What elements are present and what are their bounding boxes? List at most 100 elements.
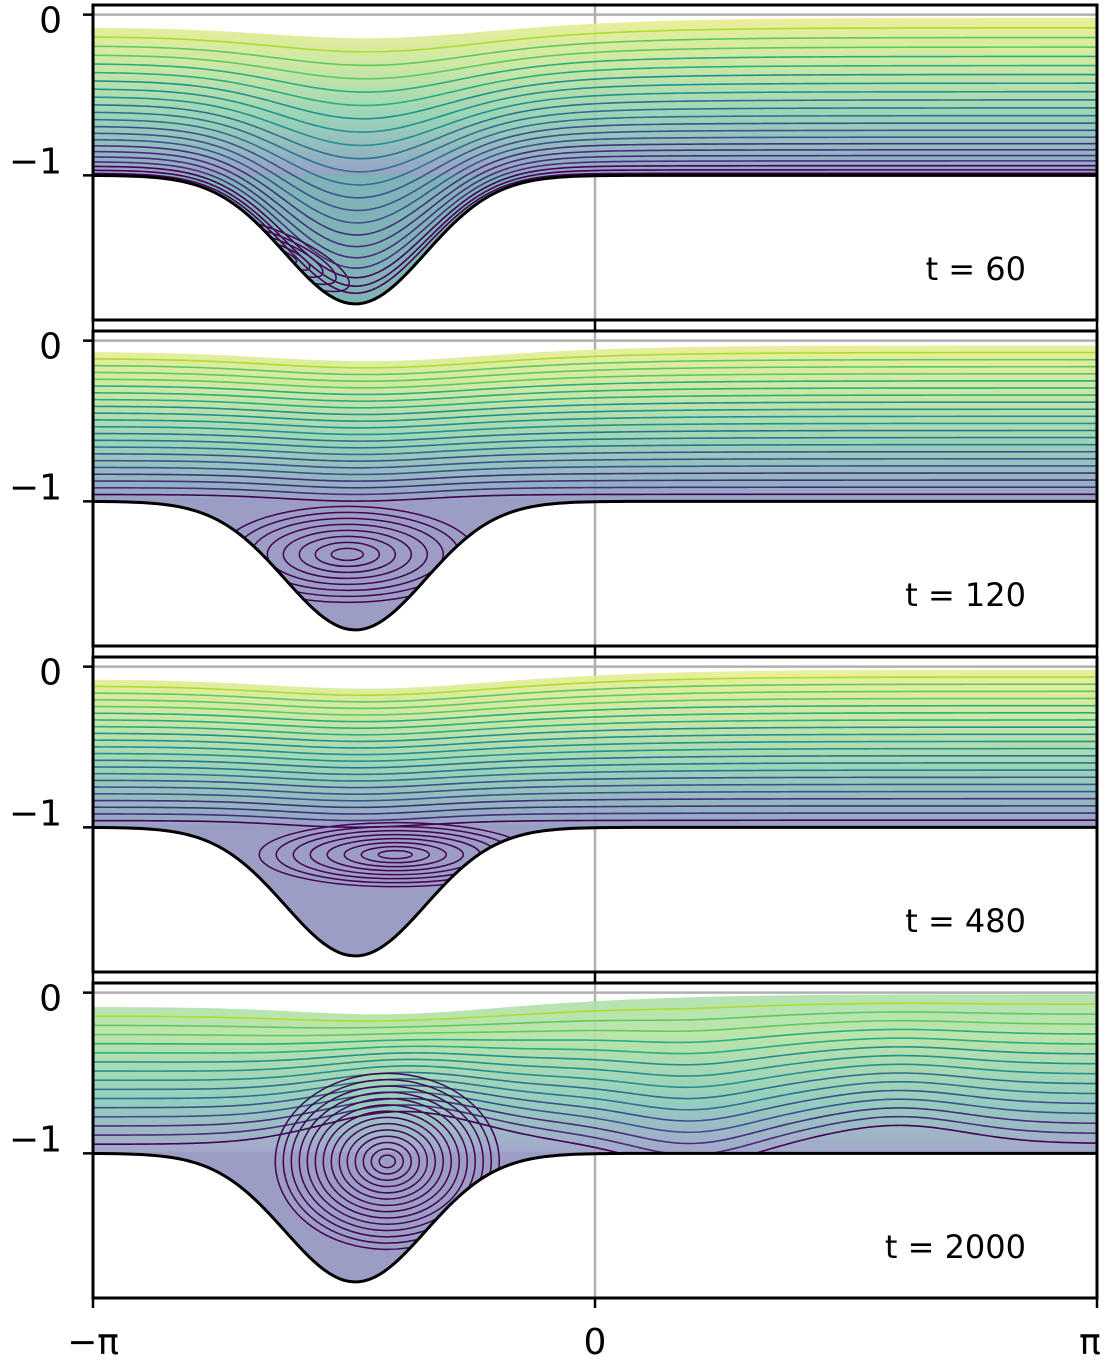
streamline: [93, 387, 1097, 402]
eddy-line: [343, 841, 448, 868]
streamline: [93, 769, 1097, 782]
y-tick-label: −1: [9, 793, 62, 834]
streamline: [93, 149, 1097, 248]
eddy-line: [330, 1116, 445, 1207]
y-tick-label: 0: [39, 979, 62, 1020]
streamline: [93, 55, 1097, 93]
bottom-boundary: [92, 825, 1097, 958]
streamline: [93, 27, 1097, 53]
bottom-boundary: [92, 1151, 1097, 1284]
streamline: [93, 1091, 1097, 1134]
streamline: [93, 754, 1097, 769]
streamline: [93, 712, 1097, 729]
streamline: [93, 408, 1097, 422]
streamline: [93, 472, 1097, 482]
streamline: [93, 486, 1097, 496]
streamline: [93, 1110, 1097, 1167]
eddy-line: [306, 1097, 469, 1225]
panel: 0 −1 t = 120: [9, 327, 1099, 656]
streamline: [93, 160, 1097, 269]
streamline: [93, 73, 1097, 120]
streamline: [93, 154, 1097, 259]
streamline: [93, 797, 1097, 809]
bottom-boundary: [92, 499, 1097, 632]
streamline: [93, 1046, 1097, 1066]
streamline: [93, 82, 1097, 133]
eddy-line: [338, 1122, 437, 1200]
streamline: [93, 465, 1097, 476]
streamline: [93, 762, 1097, 776]
streamline: [93, 740, 1097, 756]
streamline: [93, 443, 1097, 456]
eddy-line: [282, 1078, 493, 1244]
eddy-line: [266, 523, 429, 586]
streamline: [93, 458, 1097, 469]
eddy-line: [378, 1154, 397, 1169]
streamline: [93, 415, 1097, 429]
streamline: [93, 64, 1097, 107]
streamline: [93, 164, 1097, 279]
streamline: [93, 1078, 1097, 1111]
streamline: [93, 450, 1097, 462]
eddy-line: [274, 1072, 501, 1251]
streamline: [93, 114, 1097, 186]
streamline: [93, 422, 1097, 436]
streamline: [93, 1011, 1097, 1029]
eddy-line: [370, 1148, 405, 1175]
streamline: [93, 726, 1097, 743]
panel: 0 −1 t = 60: [9, 1, 1099, 330]
streamline: [93, 142, 1097, 236]
annotation: t = 120: [905, 576, 1026, 614]
streamline: [93, 90, 1097, 147]
eddy-line: [298, 1091, 477, 1232]
eddy-line: [326, 837, 465, 872]
eddy-line: [354, 1135, 421, 1188]
streamline: [93, 1097, 1097, 1145]
eddy-line: [377, 849, 414, 860]
eddy-line: [298, 535, 397, 574]
eddy-line: [330, 547, 365, 562]
streamline: [93, 380, 1097, 396]
streamline: [93, 36, 1097, 67]
streamline: [93, 1063, 1097, 1089]
streamline: [93, 783, 1097, 795]
eddy-line: [362, 1141, 413, 1181]
x-tick-label: 0: [584, 1322, 607, 1363]
streamline: [93, 99, 1097, 160]
streamline: [93, 46, 1097, 80]
streamline: [93, 805, 1097, 815]
y-tick-label: 0: [39, 653, 62, 694]
streamline: [93, 812, 1097, 822]
eddy-line: [314, 1104, 461, 1219]
streamline: [93, 1028, 1097, 1045]
y-tick-label: 0: [39, 1, 62, 42]
annotation: t = 2000: [885, 1228, 1026, 1266]
streamline: [93, 733, 1097, 749]
streamline: [93, 122, 1097, 199]
y-tick-label: 0: [39, 327, 62, 368]
y-tick-label: −1: [9, 1119, 62, 1160]
panel: 0 −1 t = 480: [9, 653, 1099, 982]
y-tick-label: −1: [9, 141, 62, 182]
annotation: t = 480: [905, 902, 1026, 940]
streamline: [93, 683, 1097, 703]
x-tick-label: −π: [67, 1322, 119, 1363]
streamline: [93, 704, 1097, 723]
streamline: [93, 697, 1097, 716]
eddy-line: [314, 541, 381, 568]
streamline: [93, 172, 1097, 294]
streamline: [93, 719, 1097, 736]
streamline: [93, 358, 1097, 376]
streamline: [93, 819, 1097, 828]
eddy-line: [346, 1129, 429, 1194]
streamline: [93, 436, 1097, 449]
streamline: [93, 107, 1097, 173]
streamline: [93, 479, 1097, 489]
streamline: [93, 747, 1097, 762]
streamline: [93, 1054, 1097, 1077]
streamline: [93, 136, 1097, 224]
streamline: [93, 394, 1097, 409]
panel: 0 −1 −π 0 π t = 2000: [9, 979, 1101, 1363]
streamline: [93, 1084, 1097, 1122]
eddy-line: [282, 529, 413, 580]
